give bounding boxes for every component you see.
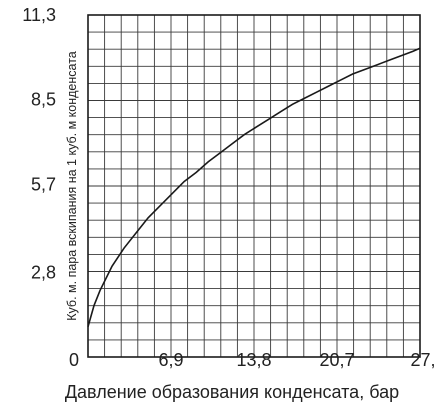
plot-frame [87,14,421,358]
x-tick-label: 13,8 [236,350,271,370]
x-axis-label: Давление образования конденсата, бар [65,382,399,402]
y-tick-labels: 2,8 5,7 8,5 11,3 [22,5,56,282]
x-tick-label: 20,7 [319,350,354,370]
origin-tick-label: 0 [69,350,79,370]
y-axis-label: Куб. м. пара вскипания на 1 куб. м конде… [65,51,79,321]
y-tick-label: 2,8 [31,262,56,282]
y-tick-label: 8,5 [31,90,56,110]
x-tick-label: 6,9 [158,350,183,370]
y-tick-label: 11,3 [22,5,56,25]
x-tick-labels: 6,9 13,8 20,7 27,6 [158,350,435,370]
series-line [87,47,421,327]
grid [88,15,420,357]
y-tick-label: 5,7 [31,174,56,194]
x-tick-label: 27,6 [410,350,435,370]
